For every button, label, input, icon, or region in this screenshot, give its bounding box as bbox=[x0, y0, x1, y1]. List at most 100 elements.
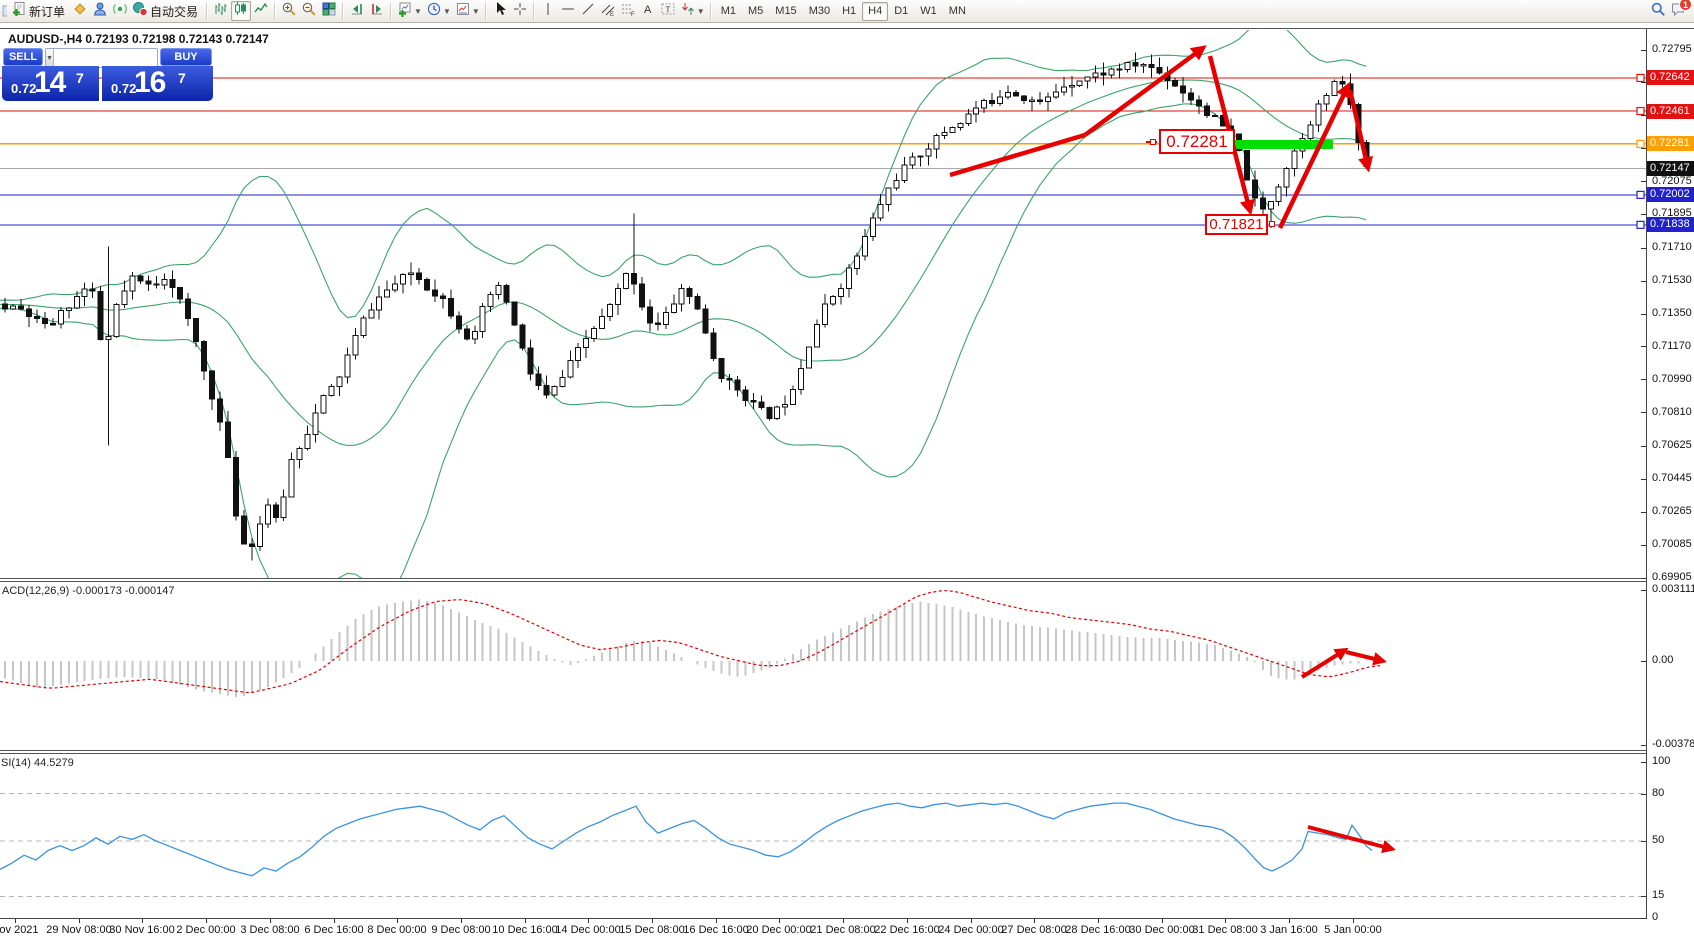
timeframe-button-d1[interactable]: D1 bbox=[894, 5, 909, 17]
toolbar-button-label: 新订单 bbox=[29, 4, 66, 19]
macd-indicator-label: ACD(12,26,9) -0.000173 -0.000147 bbox=[2, 585, 175, 597]
timeframe-button-h1[interactable]: H1 bbox=[842, 5, 857, 17]
date-axis-label: 3 Dec 08:00 bbox=[240, 924, 300, 936]
zoom-in-button[interactable] bbox=[279, 1, 299, 21]
candlestick-chart-icon bbox=[233, 1, 249, 22]
price-axis-tick-label: 0.71530 bbox=[1652, 274, 1692, 286]
equidistant-channel-button[interactable]: E bbox=[598, 1, 618, 21]
arrows-button[interactable]: ▼ bbox=[678, 1, 707, 21]
price-level-badge: 0.72281 bbox=[1647, 136, 1694, 151]
date-axis-label: 31 Dec 08:00 bbox=[1192, 924, 1258, 936]
price-axis-line bbox=[1646, 29, 1647, 918]
horizontal-line-button[interactable] bbox=[558, 1, 578, 21]
date-axis-label: 8 Dec 00:00 bbox=[367, 924, 427, 936]
date-axis-label: 2 Dec 00:00 bbox=[176, 924, 236, 936]
chat-button[interactable]: 1 bbox=[1668, 0, 1692, 21]
svg-text:A: A bbox=[644, 4, 652, 16]
price-axis-tick-label: 0.69905 bbox=[1652, 571, 1692, 583]
date-axis-label: 15 Dec 08:00 bbox=[619, 924, 685, 936]
rsi-axis-tick-mark bbox=[1641, 794, 1646, 795]
new-order-icon bbox=[11, 1, 27, 22]
timeframe-button-h4[interactable]: H4 bbox=[862, 1, 889, 21]
text-button[interactable]: A bbox=[638, 1, 658, 21]
toolbar-group bbox=[490, 0, 530, 23]
annotation-handle[interactable] bbox=[1150, 139, 1156, 145]
new-chart-icon bbox=[397, 1, 413, 22]
timeframe-button-m5[interactable]: M5 bbox=[748, 5, 764, 17]
volume-input[interactable] bbox=[53, 49, 157, 67]
candlestick-chart-button[interactable] bbox=[231, 1, 252, 22]
templates-button[interactable]: ▼ bbox=[453, 1, 482, 21]
rsi-indicator-label: SI(14) 44.5279 bbox=[1, 757, 74, 769]
svg-text:E: E bbox=[610, 12, 614, 17]
rsi-pane-separator[interactable] bbox=[0, 750, 1647, 754]
price-axis-tick-label: 0.71350 bbox=[1652, 307, 1692, 319]
date-axis-tick-mark bbox=[843, 919, 844, 923]
notification-badge: 1 bbox=[1679, 0, 1692, 11]
date-axis-tick-mark bbox=[1034, 919, 1035, 923]
date-axis-label: 9 Dec 08:00 bbox=[431, 924, 491, 936]
rsi-axis-label: 100 bbox=[1652, 755, 1671, 767]
buy-button[interactable]: BUY bbox=[160, 48, 212, 66]
macd-pane-separator[interactable] bbox=[0, 578, 1647, 582]
trendline-button[interactable] bbox=[578, 1, 598, 21]
date-axis-label: 30 Dec 00:00 bbox=[1129, 924, 1195, 936]
autotrading-button[interactable]: 自动交易 bbox=[130, 1, 203, 21]
date-axis-tick-mark bbox=[525, 919, 526, 923]
chevron-down-icon[interactable]: ▼ bbox=[471, 6, 480, 16]
date-axis-tick-mark bbox=[397, 919, 398, 923]
periods-button[interactable]: ▼ bbox=[424, 1, 453, 21]
chart-shift-button[interactable] bbox=[367, 1, 387, 21]
bar-chart-button[interactable] bbox=[211, 1, 231, 21]
metaeditor-button[interactable] bbox=[70, 1, 90, 21]
toolbar-group: ▼ ▼ ▼ bbox=[395, 0, 482, 23]
timeframe-button-m30[interactable]: M30 bbox=[808, 5, 831, 17]
chevron-down-icon[interactable]: ▼ bbox=[696, 6, 705, 16]
new-order-button[interactable]: 新订单 bbox=[9, 1, 70, 21]
auto-scroll-button[interactable] bbox=[347, 1, 367, 21]
toolbar-separator bbox=[390, 2, 393, 20]
toolbar-separator bbox=[274, 2, 277, 20]
price-annotation-upper[interactable]: 0.72281 bbox=[1159, 129, 1235, 154]
date-axis-label: 16 Dec 16:00 bbox=[683, 924, 749, 936]
vertical-line-button[interactable] bbox=[538, 1, 558, 21]
line-chart-button[interactable] bbox=[251, 1, 271, 21]
tile-windows-icon bbox=[321, 1, 337, 22]
new-chart-button[interactable]: ▼ bbox=[395, 1, 424, 21]
price-axis-tick-label: 0.70445 bbox=[1652, 472, 1692, 484]
price-axis-tick-label: 0.71710 bbox=[1652, 241, 1692, 253]
main-chart-pane bbox=[0, 30, 1646, 578]
timeframe-button-w1[interactable]: W1 bbox=[920, 5, 937, 17]
chevron-down-icon[interactable]: ▼ bbox=[414, 6, 422, 16]
chevron-down-icon[interactable]: ▼ bbox=[442, 6, 451, 16]
annotation-handle[interactable] bbox=[1269, 221, 1275, 227]
timeframe-button-mn[interactable]: MN bbox=[948, 5, 966, 17]
market-watch-button[interactable] bbox=[90, 1, 110, 21]
volume-decrease-button[interactable]: ▼ bbox=[46, 49, 54, 67]
signals-button[interactable] bbox=[110, 1, 130, 21]
arrows-icon bbox=[680, 1, 696, 22]
fibonacci-button[interactable]: F bbox=[618, 1, 638, 21]
sell-button[interactable]: SELL bbox=[3, 48, 43, 66]
date-axis-label: 27 Dec 08:00 bbox=[1001, 924, 1067, 936]
macd-axis-label: 0.003111 bbox=[1652, 583, 1694, 595]
date-axis-tick-mark bbox=[461, 919, 462, 923]
buy-price-display[interactable]: 0.72 16 7 bbox=[102, 66, 213, 101]
chart-top-border bbox=[0, 28, 1694, 29]
text-label-button[interactable]: T bbox=[658, 1, 678, 21]
sell-price-prefix: 0.72 bbox=[11, 81, 37, 96]
timeframe-button-m15[interactable]: M15 bbox=[775, 5, 797, 17]
cursor-button[interactable] bbox=[490, 1, 510, 21]
toolbar-group bbox=[279, 0, 339, 23]
date-axis-label: 6 Dec 16:00 bbox=[304, 924, 364, 936]
price-annotation-lower[interactable]: 0.71821 bbox=[1205, 214, 1268, 235]
tile-windows-button[interactable] bbox=[319, 1, 339, 21]
search-button[interactable] bbox=[1648, 1, 1668, 21]
price-axis-tick-mark bbox=[1641, 248, 1646, 249]
sell-price-display[interactable]: 0.72 14 7 bbox=[2, 66, 99, 101]
macd-axis-tick-mark bbox=[1641, 661, 1646, 662]
zoom-out-button[interactable] bbox=[299, 1, 319, 21]
crosshair-button[interactable] bbox=[510, 1, 530, 21]
timeframe-button-m1[interactable]: M1 bbox=[720, 5, 736, 17]
